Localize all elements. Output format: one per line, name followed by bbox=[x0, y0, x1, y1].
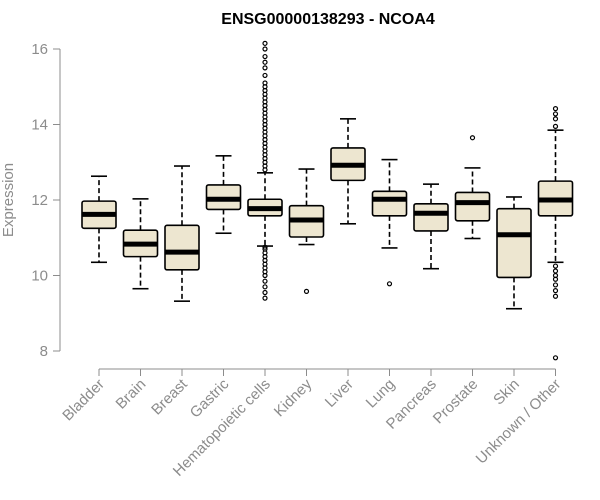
outlier-point bbox=[552, 111, 559, 117]
outlier-point bbox=[262, 244, 268, 250]
y-tick-label: 10 bbox=[31, 268, 48, 285]
outlier-point bbox=[262, 72, 268, 79]
chart-title: ENSG00000138293 - NCOA4 bbox=[221, 11, 435, 28]
box-liver bbox=[330, 118, 366, 225]
y-axis-label: Expression bbox=[0, 163, 17, 237]
outlier-point bbox=[552, 268, 559, 274]
box-brain bbox=[122, 198, 159, 290]
y-tick-label: 16 bbox=[31, 41, 48, 58]
box-iqr bbox=[454, 191, 491, 222]
outlier-point bbox=[552, 106, 559, 112]
box-iqr bbox=[371, 190, 408, 217]
box-prostate bbox=[454, 135, 491, 240]
box-iqr bbox=[164, 224, 200, 271]
outlier-point bbox=[262, 40, 268, 46]
box-unknown-other bbox=[537, 106, 574, 361]
x-tick-label: Breast bbox=[148, 375, 191, 418]
box-breast bbox=[164, 165, 200, 302]
outlier-point bbox=[552, 263, 559, 269]
box-iqr bbox=[413, 202, 449, 232]
box-lung bbox=[371, 158, 408, 287]
outlier-point bbox=[386, 281, 393, 287]
x-tick-label: Prostate bbox=[430, 376, 482, 428]
outlier-point bbox=[262, 284, 268, 290]
outlier-point bbox=[262, 289, 268, 296]
outlier-point bbox=[303, 288, 310, 294]
x-tick-label: Brain bbox=[113, 376, 150, 413]
y-tick-label: 12 bbox=[31, 192, 48, 209]
x-tick-label: Liver bbox=[322, 376, 357, 411]
axes: 8 10 12 14 16 bbox=[31, 41, 556, 376]
y-tick-label: 8 bbox=[40, 343, 48, 360]
box-gastric bbox=[205, 155, 242, 235]
box-bladder bbox=[81, 175, 117, 264]
box-kidney bbox=[288, 168, 325, 294]
outlier-point bbox=[262, 295, 268, 301]
y-tick-label: 14 bbox=[31, 117, 48, 134]
box-pancreas bbox=[413, 183, 449, 270]
outlier-point bbox=[469, 135, 476, 141]
boxes bbox=[81, 40, 574, 361]
outlier-point bbox=[552, 288, 559, 294]
outlier-point bbox=[552, 293, 559, 299]
outlier-point bbox=[262, 278, 268, 284]
outlier-point bbox=[262, 80, 268, 86]
outlier-point bbox=[262, 246, 268, 252]
box-hematopoietic-cells bbox=[247, 40, 283, 301]
outlier-point bbox=[552, 282, 559, 288]
x-tick-label: Kidney bbox=[271, 375, 316, 420]
outlier-point bbox=[552, 116, 559, 122]
outlier-point bbox=[552, 123, 559, 129]
outlier-point bbox=[262, 46, 268, 52]
outlier-point bbox=[262, 53, 268, 60]
x-tick-label: Lung bbox=[363, 376, 399, 412]
outlier-point bbox=[552, 355, 559, 361]
outlier-point bbox=[262, 59, 268, 65]
box-skin bbox=[496, 196, 532, 310]
outlier-point bbox=[262, 65, 268, 71]
x-tick-label: Skin bbox=[490, 376, 523, 409]
box-iqr bbox=[496, 207, 532, 279]
x-tick-label: Bladder bbox=[59, 376, 108, 425]
